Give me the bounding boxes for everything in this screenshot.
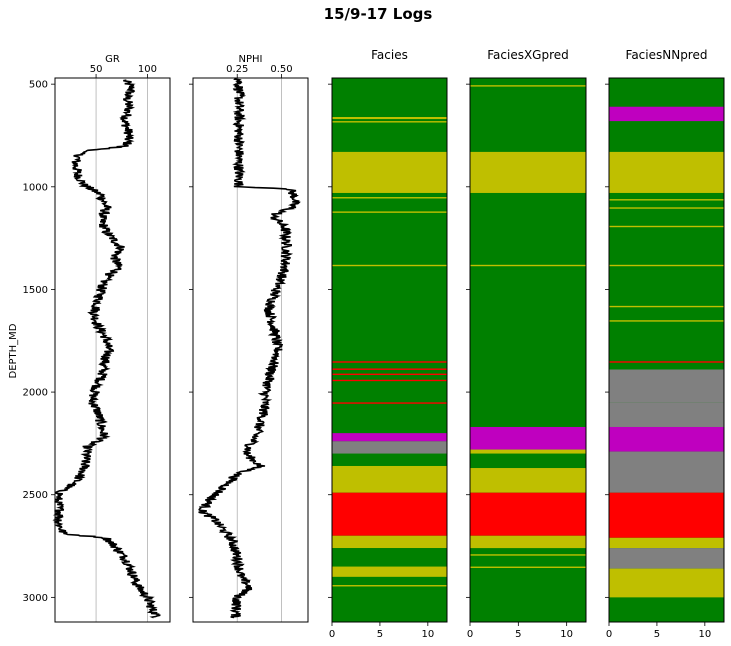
- x-tick-label: 5: [654, 629, 660, 640]
- track-frame: [469, 77, 587, 623]
- facies-band: [470, 264, 586, 267]
- facies-band: [470, 151, 586, 193]
- track-frame: [608, 77, 725, 623]
- facies-band: [609, 199, 724, 201]
- facies-band: [332, 585, 447, 587]
- y-tick-label: 2000: [23, 388, 48, 399]
- facies-band: [609, 305, 724, 308]
- y-tick-label: 2500: [23, 490, 48, 501]
- figure-title: 15/9-17 Logs: [324, 5, 433, 23]
- track-frame: [192, 77, 309, 623]
- facies-band: [332, 465, 447, 493]
- facies-band: [609, 451, 724, 493]
- facies-band: [332, 535, 447, 549]
- facies-track: 0 5 10 Facies: [328, 48, 448, 640]
- facies-band: [609, 225, 724, 228]
- facies-band: [332, 373, 447, 376]
- facies-band: [609, 492, 724, 538]
- facies-band: [332, 453, 447, 466]
- x-tick-label: 5: [515, 629, 521, 640]
- track-title: Facies: [371, 48, 408, 62]
- facies-band: [470, 566, 586, 568]
- facies-band: [332, 492, 447, 536]
- facies-xgpred-track: 0 5 10 FaciesXGpred: [466, 48, 587, 640]
- facies-band: [609, 402, 724, 427]
- facies-band: [332, 211, 447, 213]
- y-tick-label: 1000: [23, 182, 48, 193]
- track-title: NPHI: [239, 54, 263, 65]
- facies-band: [609, 426, 724, 452]
- nphi-curve: [198, 77, 301, 619]
- facies-band: [609, 369, 724, 403]
- facies-band: [609, 207, 724, 209]
- facies-band: [609, 264, 724, 267]
- x-tick-label: 5: [377, 629, 383, 640]
- y-tick-label: 3000: [23, 593, 48, 604]
- x-tick-label: 10: [421, 629, 434, 640]
- facies-nnpred-track: 0 5 10 FaciesNNpred: [605, 48, 725, 640]
- facies-band: [332, 361, 447, 363]
- nphi-track: 0.25 0.50 NPHI: [189, 54, 309, 623]
- x-tick-label: 50: [90, 64, 103, 75]
- facies-band: [609, 151, 724, 193]
- facies-band: [470, 85, 586, 87]
- facies-band: [332, 441, 447, 454]
- x-tick-label: 100: [138, 64, 157, 75]
- facies-band: [609, 537, 724, 549]
- facies-band: [609, 361, 724, 363]
- facies-band: [609, 320, 724, 322]
- facies-band: [332, 264, 447, 267]
- facies-band: [470, 535, 586, 549]
- x-tick-label: 0: [606, 629, 612, 640]
- track-title: FaciesXGpred: [487, 48, 569, 62]
- facies-band: [332, 197, 447, 199]
- facies-band: [470, 468, 586, 493]
- x-tick-label: 0: [329, 629, 335, 640]
- facies-band: [332, 121, 447, 123]
- facies-band: [332, 566, 447, 577]
- facies-band: [609, 548, 724, 569]
- track-frame: [331, 77, 448, 623]
- facies-band: [332, 433, 447, 442]
- x-tick-label: 0.25: [226, 64, 248, 75]
- y-tick-label: 500: [29, 80, 48, 91]
- x-tick-label: 10: [560, 629, 573, 640]
- depth-axis-label: DEPTH_MD: [8, 323, 19, 378]
- track-title: FaciesNNpred: [626, 48, 708, 62]
- facies-band: [609, 568, 724, 598]
- gr-track: 50 100 GR 500 1000 1500 2000 2500 3000: [23, 54, 171, 623]
- gr-curve: [52, 79, 161, 619]
- facies-band: [332, 117, 447, 120]
- x-tick-label: 0: [467, 629, 473, 640]
- facies-band: [470, 492, 586, 536]
- track-title: GR: [105, 54, 120, 65]
- facies-band: [332, 151, 447, 193]
- x-tick-label: 10: [698, 629, 711, 640]
- facies-band: [609, 106, 724, 122]
- facies-band: [470, 449, 586, 454]
- x-tick-label: 0.50: [270, 64, 292, 75]
- facies-band: [470, 426, 586, 450]
- facies-band: [470, 453, 586, 469]
- facies-band: [332, 379, 447, 382]
- facies-band: [332, 402, 447, 404]
- facies-band: [332, 548, 447, 567]
- track-frame: [54, 77, 171, 623]
- facies-band: [470, 554, 586, 556]
- facies-band: [332, 368, 447, 370]
- y-tick-label: 1500: [23, 285, 48, 296]
